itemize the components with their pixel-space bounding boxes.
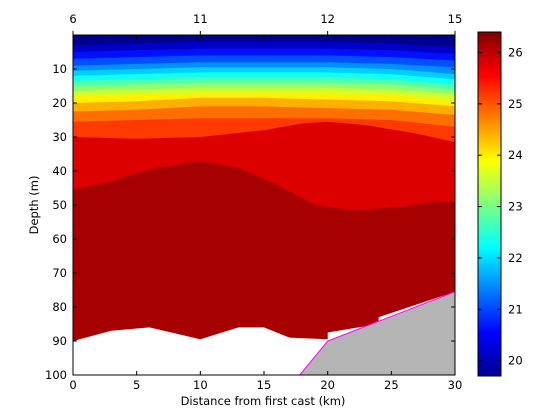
x-tick-label: 25	[384, 378, 399, 392]
colorbar-gradient	[477, 31, 502, 377]
y-axis-label: Depth (m)	[27, 176, 41, 235]
colorbar-tick-label: 21	[508, 302, 523, 316]
y-tick-label: 30	[52, 130, 67, 144]
top-tick-label: 12	[320, 12, 335, 26]
x-tick-label: 30	[448, 378, 463, 392]
x-tick-label: 10	[193, 378, 208, 392]
top-tick-label: 15	[448, 12, 463, 26]
x-tick-label: 5	[133, 378, 140, 392]
top-tick-label: 6	[69, 12, 76, 26]
colorbar-tick-label: 22	[508, 251, 523, 265]
seafloor-outline	[299, 291, 455, 375]
y-tick-label: 80	[52, 300, 67, 314]
colorbar-tick-label: 25	[508, 97, 523, 111]
colorbar: 20 21 22 23 24 25 26	[477, 31, 523, 377]
top-tick-label: 11	[193, 12, 208, 26]
y-tick-label: 90	[52, 334, 67, 348]
y-tick-label: 100	[45, 368, 67, 382]
y-tick-label: 70	[52, 266, 67, 280]
x-tick-label: 0	[69, 378, 76, 392]
y-tick-label: 10	[52, 62, 67, 76]
x-tick-label: 20	[320, 378, 335, 392]
plot-area	[73, 35, 455, 375]
y-tick-label: 20	[52, 96, 67, 110]
colorbar-tick-label: 23	[508, 200, 523, 214]
seafloor	[299, 291, 455, 375]
x-tick-label: 15	[257, 378, 272, 392]
y-tick-label: 40	[52, 164, 67, 178]
contour-band	[73, 160, 455, 375]
y-tick-label: 60	[52, 232, 67, 246]
colorbar-tick-label: 24	[508, 148, 523, 162]
x-axis-label: Distance from first cast (km)	[181, 394, 346, 408]
colorbar-tick-label: 20	[508, 354, 523, 368]
axes: 0 5 10 15 20 25 30 10 20 30 40 50 60 70 80 90 100 6 11 12 15	[45, 12, 462, 392]
colorbar-tick-label: 26	[508, 46, 523, 60]
y-tick-label: 50	[52, 198, 67, 212]
